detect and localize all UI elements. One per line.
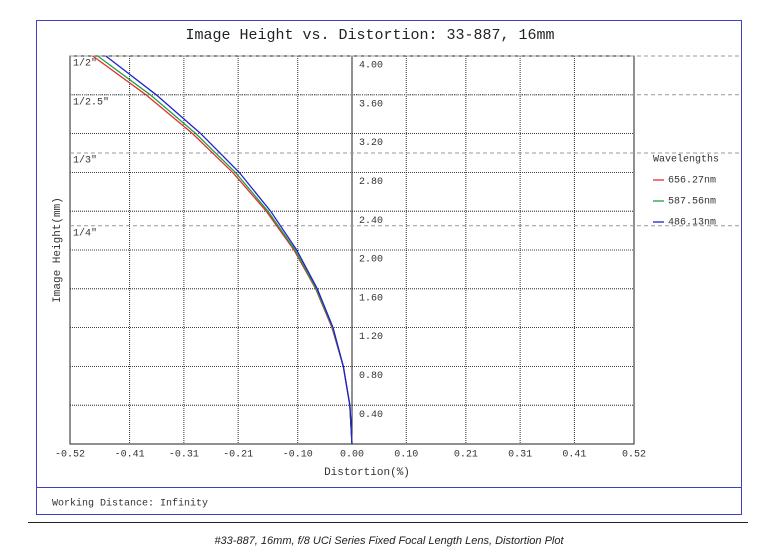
series-line: [105, 55, 353, 445]
x-tick-label: 0.00: [340, 450, 364, 461]
y-tick-label: 3.60: [359, 99, 383, 110]
y-tick-label: 2.00: [359, 255, 383, 266]
sensor-label: 1/2": [73, 58, 97, 70]
chart-title: Image Height vs. Distortion: 33-887, 16m…: [185, 27, 554, 44]
x-tick-label: -0.31: [169, 450, 199, 461]
x-axis-label: Distortion(%): [324, 467, 410, 479]
x-tick-label: 0.41: [562, 450, 586, 461]
footer: Working Distance: Infinity: [52, 498, 208, 510]
x-tick-label: -0.52: [55, 450, 85, 461]
x-tick-label: 0.10: [394, 450, 418, 461]
y-tick-label: 0.40: [359, 410, 383, 421]
sensor-label: 1/4": [73, 227, 97, 239]
y-tick-label: 2.80: [359, 177, 383, 188]
frame: [36, 20, 742, 515]
y-tick-label: 4.00: [359, 61, 383, 72]
y-tick-label: 0.80: [359, 371, 383, 382]
y-tick-label: 1.20: [359, 332, 383, 343]
legend-title: Wavelengths: [653, 154, 719, 166]
legend-label: 656.27nm: [668, 176, 716, 187]
x-tick-label: -0.10: [283, 450, 313, 461]
x-tick-label: -0.41: [115, 450, 145, 461]
sensor-label: 1/3": [73, 155, 97, 167]
legend-label: 486.13nm: [668, 218, 716, 229]
x-tick-label: 0.52: [622, 450, 646, 461]
y-axis-label: Image Height(mm): [52, 197, 64, 303]
x-tick-label: -0.21: [223, 450, 253, 461]
y-tick-label: 2.40: [359, 216, 383, 227]
legend-label: 587.56nm: [668, 197, 716, 208]
y-tick-label: 3.20: [359, 138, 383, 149]
sensor-label: 1/2.5": [73, 96, 109, 108]
y-tick-label: 1.60: [359, 293, 383, 304]
caption: #33-887, 16mm, f/8 UCi Series Fixed Foca…: [214, 535, 564, 547]
x-tick-label: 0.21: [454, 450, 478, 461]
x-tick-label: 0.31: [508, 450, 532, 461]
